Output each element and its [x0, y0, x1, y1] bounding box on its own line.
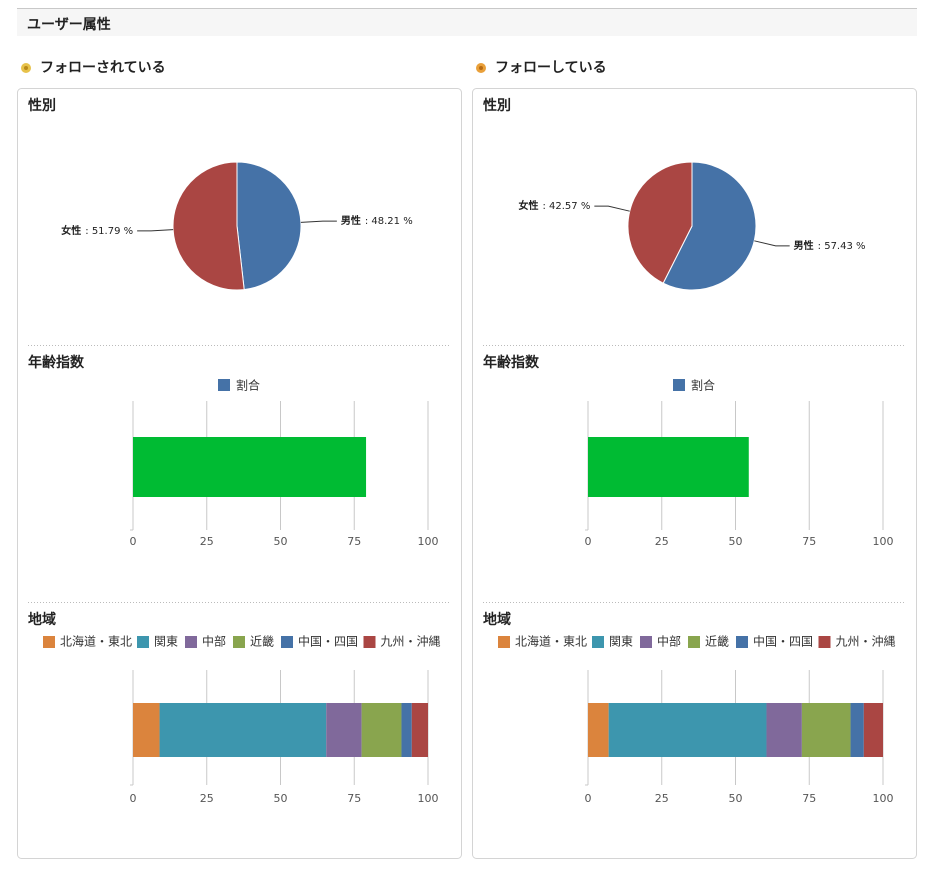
bar-segment — [766, 703, 802, 757]
bar-segment — [801, 703, 851, 757]
legend-swatch — [363, 636, 376, 648]
x-tick-label: 50 — [729, 792, 743, 805]
legend-swatch — [688, 636, 700, 648]
bar — [588, 437, 749, 497]
legend-swatch — [592, 636, 604, 648]
panel-title: フォローしている — [495, 60, 607, 76]
legend-label: 近畿 — [250, 635, 274, 649]
x-tick-label: 25 — [655, 792, 669, 805]
chart-title: 性別 — [28, 97, 56, 114]
x-tick-label: 0 — [585, 792, 592, 805]
panel-icon — [21, 63, 31, 73]
legend-label: 北海道・東北 — [515, 634, 587, 649]
x-tick-label: 100 — [418, 792, 439, 805]
bar-segment — [133, 703, 160, 757]
legend-swatch — [43, 636, 55, 648]
leader-line — [300, 220, 337, 223]
pie-slice — [662, 161, 757, 291]
bar — [133, 437, 367, 497]
bar-segment — [863, 703, 883, 757]
bar-segment — [608, 703, 767, 757]
x-tick-label: 100 — [873, 792, 894, 805]
legend-label: 割合 — [236, 378, 260, 393]
chart-title: 性別 — [483, 97, 511, 114]
panel-title: フォローされている — [40, 60, 166, 76]
data-label: 女性 : 42.57 % — [518, 199, 590, 212]
bar-segment — [401, 703, 412, 757]
header-bar — [17, 8, 917, 36]
data-label: 女性 : 51.79 % — [61, 224, 133, 237]
x-tick-label: 25 — [655, 535, 669, 548]
x-tick-label: 75 — [347, 792, 361, 805]
legend-label: 九州・沖縄 — [381, 634, 441, 649]
category-label: 女性 — [61, 224, 81, 237]
legend-label: 中部 — [657, 634, 681, 649]
legend-label: 中国・四国 — [298, 634, 358, 649]
category-label: 男性 — [341, 214, 361, 227]
bar-segment — [361, 703, 402, 757]
x-tick-label: 50 — [729, 535, 743, 548]
legend-label: 中国・四国 — [753, 634, 813, 649]
x-tick-label: 25 — [200, 792, 214, 805]
x-tick-label: 100 — [418, 535, 439, 548]
data-label: 男性 : 57.43 % — [794, 239, 866, 252]
legend-swatch — [185, 636, 197, 648]
legend-label: 北海道・東北 — [60, 634, 132, 649]
leader-line — [137, 229, 174, 232]
chart-title: 地域 — [483, 611, 511, 628]
x-tick-label: 0 — [585, 535, 592, 548]
bar-segment — [326, 703, 362, 757]
leader-line — [754, 240, 790, 247]
x-tick-label: 75 — [347, 535, 361, 548]
bar-segment — [159, 703, 327, 757]
x-tick-label: 50 — [274, 535, 288, 548]
leader-line — [594, 205, 630, 212]
legend-label: 近畿 — [705, 635, 729, 649]
data-label: 男性 : 48.21 % — [341, 214, 413, 227]
x-tick-label: 0 — [130, 535, 137, 548]
chart-title: 地域 — [28, 611, 56, 628]
bar-segment — [850, 703, 864, 757]
chart-title: 年齢指数 — [483, 354, 540, 371]
x-tick-label: 25 — [200, 535, 214, 548]
value-label: : 48.21 % — [365, 216, 413, 227]
bar-segment — [411, 703, 428, 757]
value-label: : 57.43 % — [818, 241, 866, 252]
legend-label: 割合 — [691, 378, 715, 393]
legend-label: 中部 — [202, 634, 226, 649]
legend-swatch — [736, 636, 748, 648]
legend-swatch — [233, 636, 245, 648]
value-label: : 42.57 % — [542, 201, 590, 212]
legend-swatch — [137, 636, 149, 648]
x-tick-label: 75 — [802, 792, 816, 805]
legend-label: 九州・沖縄 — [836, 634, 896, 649]
x-tick-label: 0 — [130, 792, 137, 805]
legend-swatch — [673, 379, 685, 391]
legend-swatch — [281, 636, 293, 648]
legend-swatch — [640, 636, 652, 648]
value-label: : 51.79 % — [85, 226, 133, 237]
legend-label: 関東 — [609, 635, 633, 649]
pie-slice — [172, 161, 245, 291]
chart-title: 年齢指数 — [28, 354, 85, 371]
x-tick-label: 50 — [274, 792, 288, 805]
legend-swatch — [818, 636, 831, 648]
legend-swatch — [498, 636, 510, 648]
x-tick-label: 75 — [802, 535, 816, 548]
header-title: ユーザー属性 — [27, 16, 111, 33]
category-label: 女性 — [518, 199, 538, 212]
category-label: 男性 — [794, 239, 814, 252]
x-tick-label: 100 — [873, 535, 894, 548]
legend-swatch — [218, 379, 230, 391]
bar-segment — [588, 703, 609, 757]
legend-label: 関東 — [154, 635, 178, 649]
panel-icon — [476, 63, 486, 73]
